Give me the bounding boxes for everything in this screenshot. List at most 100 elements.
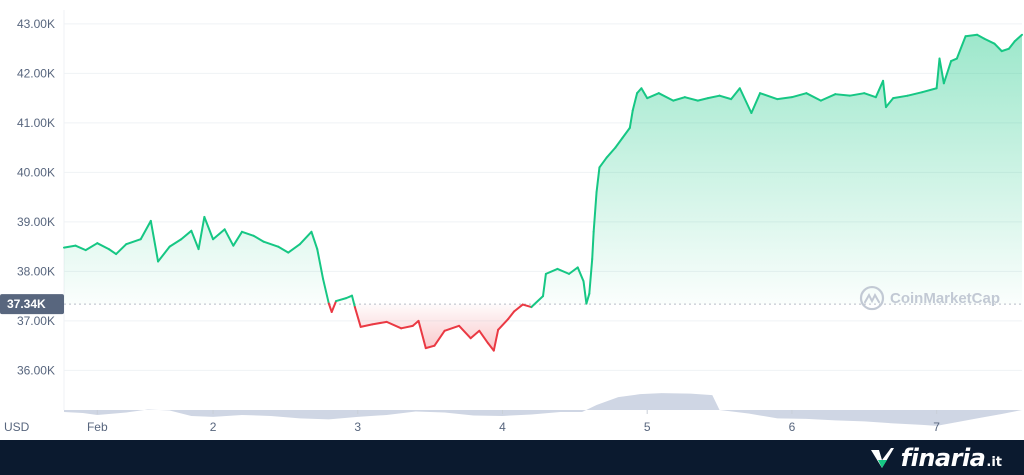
price-line-segment (621, 126, 631, 139)
price-line-segment (125, 238, 142, 246)
currency-label: USD (4, 420, 30, 434)
coinmarketcap-watermark-text: CoinMarketCap (890, 290, 1000, 307)
price-line-segment (507, 310, 516, 320)
price-line-segment (478, 329, 490, 345)
price-chart[interactable]: CoinMarketCap 36.00K 37.00K 38.00K 39.00K 40… (0, 0, 1024, 440)
price-line-segment (983, 37, 996, 45)
price-line-segment (646, 92, 660, 100)
price-line-segment (350, 294, 356, 309)
x-tick-label: 6 (789, 420, 796, 434)
price-line-segment (63, 244, 77, 249)
price-line-segment (310, 230, 319, 251)
coinmarketcap-watermark: CoinMarketCap (859, 285, 1000, 311)
x-tick-label: 3 (354, 420, 361, 434)
price-line-segment (848, 92, 866, 97)
price-line-segment (640, 87, 649, 100)
y-tick-label: 36.00K (17, 363, 55, 377)
price-line-segment (582, 280, 588, 305)
price-line-segment (469, 329, 481, 340)
price-line-segment (84, 242, 99, 252)
price-line-segment (1007, 40, 1016, 50)
y-tick-label: 38.00K (17, 264, 55, 278)
price-line-segment (96, 242, 110, 251)
reference-price-badge-bg (0, 294, 64, 315)
coinmarketcap-logo-icon (859, 285, 885, 311)
price-line-segment (1013, 33, 1023, 43)
price-line-segment (371, 320, 388, 326)
price-line-segment (262, 240, 280, 248)
price-line-segment (497, 317, 510, 331)
price-line-segment (190, 229, 200, 251)
price-line-segment (330, 300, 338, 313)
price-line-segment (730, 87, 741, 101)
price-line-segment (443, 324, 461, 332)
price-line-segment (287, 243, 301, 254)
coinmarketcap-wave-icon (864, 292, 880, 304)
price-line-segment (487, 342, 495, 352)
price-line-segment (322, 277, 330, 305)
price-line-segment (335, 297, 348, 303)
price-line-segment (790, 92, 808, 99)
reference-price-label: 37.34K (7, 297, 46, 311)
price-line-segment (400, 324, 414, 330)
price-line-segment (74, 244, 87, 252)
price-line-segment (115, 243, 128, 256)
price-line-segment (834, 93, 851, 97)
price-line-segment (316, 248, 325, 280)
x-tick-label: 2 (210, 420, 217, 434)
price-line-segment (750, 92, 762, 114)
price-line-segment (921, 87, 938, 94)
price-line-segment (938, 57, 945, 85)
price-line-segment (232, 230, 243, 247)
footer-bar: finaria .it (0, 440, 1024, 475)
price-line-segment (149, 219, 160, 263)
price-line-segment (935, 57, 941, 90)
price-line-segment (884, 97, 895, 109)
price-series[interactable] (63, 33, 1023, 352)
price-line-segment (696, 97, 709, 102)
price-line-segment (631, 92, 639, 112)
price-line-segment (157, 245, 171, 263)
price-line-segment (424, 344, 436, 350)
price-line-segment (203, 215, 215, 241)
price-line-segment (595, 166, 601, 194)
volume-area (64, 393, 1022, 426)
price-line-segment (385, 320, 403, 330)
price-line-segment (345, 294, 353, 300)
price-line-segment (592, 191, 598, 233)
price-line-segment (683, 96, 699, 102)
price-line-segment (417, 319, 427, 350)
price-line-segment (139, 219, 152, 241)
price-line-segment (240, 230, 255, 237)
price-line-segment (942, 60, 953, 85)
up-area-fill (64, 34, 1022, 305)
price-line-segment (492, 328, 500, 352)
price-line-segment (252, 234, 265, 243)
price-line-segment (544, 267, 559, 275)
price-line-segment (107, 248, 118, 256)
x-tick-label: 5 (644, 420, 651, 434)
x-axis: Feb 2 3 4 5 6 7 (87, 410, 940, 434)
finaria-brand-name: finaria (900, 444, 986, 472)
x-tick-label: 4 (499, 420, 506, 434)
price-line-segment (955, 35, 967, 60)
y-tick-label: 40.00K (17, 165, 55, 179)
price-line-segment (542, 272, 547, 298)
price-line-segment (976, 33, 986, 40)
y-axis: 36.00K 37.00K 38.00K 39.00K 40.00K 41.00K 42.0… (17, 17, 55, 377)
price-line-segment (874, 79, 885, 99)
price-line-segment (180, 229, 193, 241)
price-line-segment (598, 156, 608, 169)
price-line-segment (892, 94, 909, 100)
finaria-brand[interactable]: finaria .it (869, 444, 1002, 472)
price-line-segment (863, 92, 877, 99)
price-line-segment (776, 96, 793, 101)
x-tick-label: Feb (87, 420, 108, 434)
price-line-segment (353, 306, 362, 328)
price-line-segment (591, 230, 595, 261)
price-line-segment (556, 267, 571, 275)
price-line-segment (359, 323, 374, 328)
price-line-segment (628, 109, 634, 129)
price-line-segment (197, 215, 206, 251)
price-line-segment (411, 319, 420, 327)
